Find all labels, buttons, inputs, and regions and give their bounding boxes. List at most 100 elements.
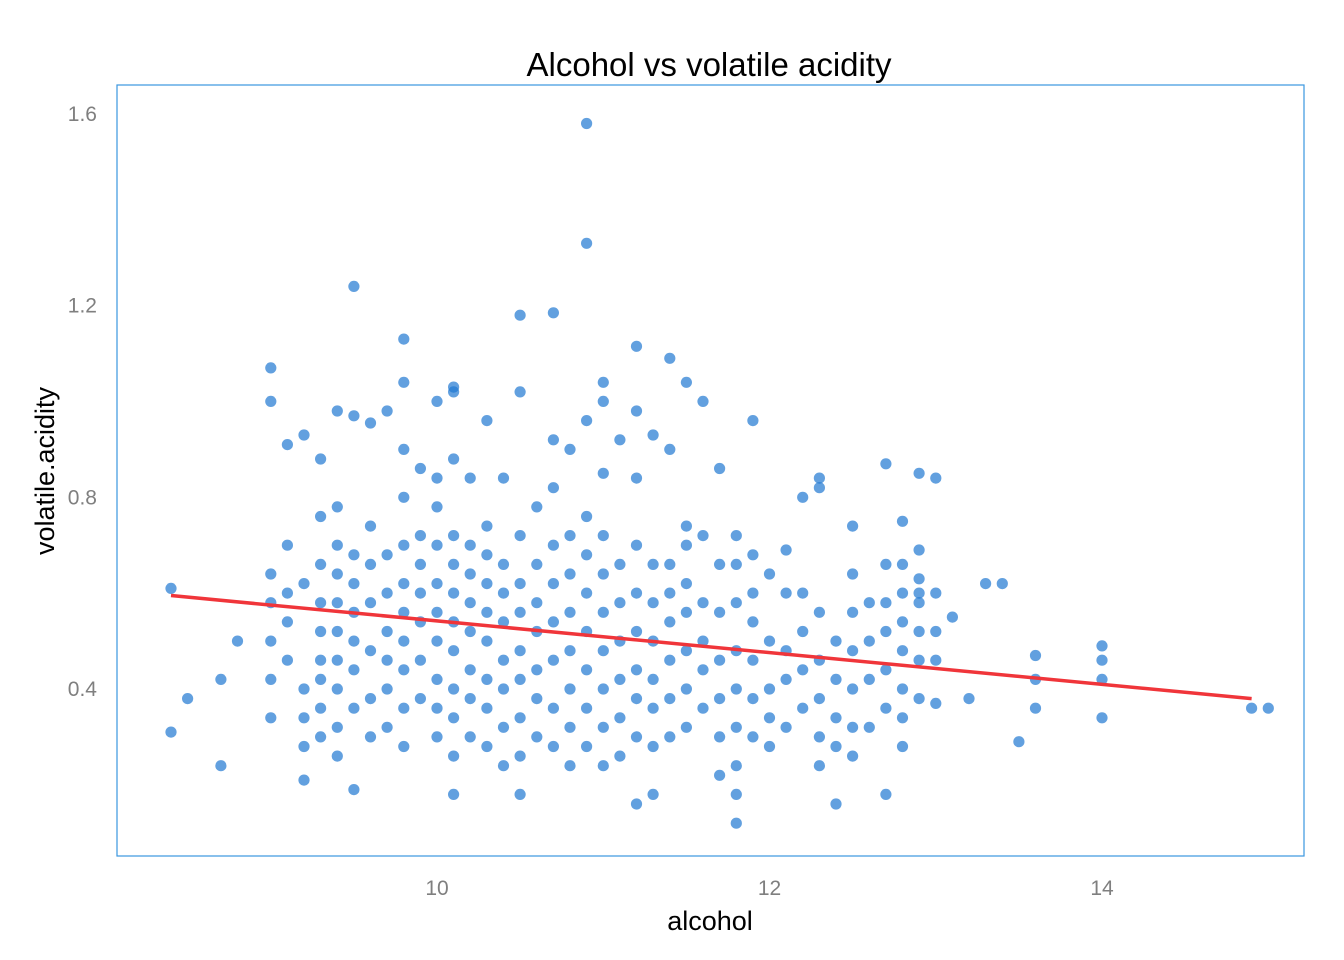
data-point	[398, 740, 410, 753]
data-point	[680, 539, 693, 551]
data-point	[630, 405, 643, 417]
data-point	[1029, 649, 1042, 662]
data-point	[448, 788, 460, 801]
data-point	[896, 515, 909, 527]
data-point	[564, 683, 576, 695]
data-point	[481, 578, 493, 590]
data-point	[797, 491, 809, 503]
data-point	[664, 654, 676, 666]
data-point	[630, 340, 643, 352]
data-point	[647, 788, 659, 801]
data-point	[630, 798, 643, 810]
data-point	[514, 578, 526, 590]
data-point	[930, 625, 942, 638]
data-point	[215, 760, 227, 772]
data-point	[730, 788, 742, 801]
data-point	[630, 587, 643, 599]
data-point	[581, 510, 593, 523]
data-point	[364, 417, 377, 429]
data-point	[481, 549, 493, 561]
data-point	[847, 568, 859, 580]
data-point	[431, 501, 443, 513]
data-point	[481, 606, 493, 618]
data-point	[880, 664, 892, 676]
data-point	[547, 539, 560, 551]
data-point	[747, 616, 759, 628]
data-point	[797, 664, 809, 676]
data-point	[497, 683, 510, 695]
y-axis-ticks: 0.4 0.8 1.2 1.6	[68, 103, 98, 701]
data-point	[564, 760, 576, 772]
data-point	[348, 410, 360, 422]
data-point	[714, 769, 726, 781]
data-point	[265, 395, 277, 407]
data-point	[531, 693, 543, 705]
data-point	[481, 520, 493, 532]
data-point	[431, 578, 443, 590]
data-point	[315, 702, 327, 714]
data-point	[414, 530, 426, 542]
data-point	[398, 539, 410, 551]
data-point	[664, 616, 676, 628]
data-point	[364, 645, 377, 657]
data-point	[614, 712, 626, 724]
data-point	[647, 558, 659, 571]
data-point	[348, 664, 360, 676]
data-point	[630, 664, 643, 676]
data-point	[315, 625, 327, 638]
data-point	[1096, 712, 1108, 724]
data-point	[381, 549, 393, 561]
data-point	[1262, 702, 1274, 714]
data-point	[398, 635, 410, 647]
data-point	[298, 740, 310, 753]
data-point	[448, 750, 460, 762]
data-point	[331, 721, 343, 733]
y-tick-label: 1.2	[68, 295, 97, 318]
chart-title: Alcohol vs volatile acidity	[527, 46, 892, 83]
data-point	[464, 568, 476, 580]
data-point	[896, 645, 909, 657]
data-point	[714, 462, 726, 475]
data-point	[996, 578, 1008, 590]
data-point	[564, 568, 576, 580]
data-point	[896, 712, 909, 724]
data-point	[348, 784, 360, 796]
data-point	[431, 702, 443, 714]
data-point	[448, 683, 460, 695]
data-point	[930, 654, 942, 666]
data-point	[664, 352, 676, 364]
data-point	[331, 750, 343, 762]
data-point	[714, 558, 726, 571]
data-point	[896, 587, 909, 599]
data-point	[497, 654, 510, 666]
data-point	[880, 458, 892, 470]
data-point	[531, 501, 543, 513]
plot-panel-border	[116, 84, 1305, 857]
data-point	[448, 530, 460, 542]
data-point	[1246, 702, 1258, 714]
data-point	[381, 721, 393, 733]
data-point	[780, 544, 792, 556]
data-point	[913, 654, 925, 666]
data-point	[630, 625, 643, 638]
data-point	[298, 429, 310, 441]
data-point	[381, 625, 393, 638]
data-point	[581, 117, 593, 130]
data-point	[514, 788, 526, 801]
data-point	[331, 405, 343, 417]
data-point	[697, 530, 709, 542]
data-point	[348, 549, 360, 561]
data-point	[664, 693, 676, 705]
data-point	[714, 693, 726, 705]
data-point	[747, 654, 759, 666]
data-point	[913, 467, 925, 479]
data-point	[647, 740, 659, 753]
data-point	[348, 635, 360, 647]
y-tick-label: 0.4	[68, 678, 98, 701]
data-point	[913, 693, 925, 705]
data-point	[946, 611, 959, 623]
data-point	[597, 568, 609, 580]
data-point	[847, 721, 859, 733]
data-point	[597, 721, 609, 733]
data-point	[763, 683, 776, 695]
